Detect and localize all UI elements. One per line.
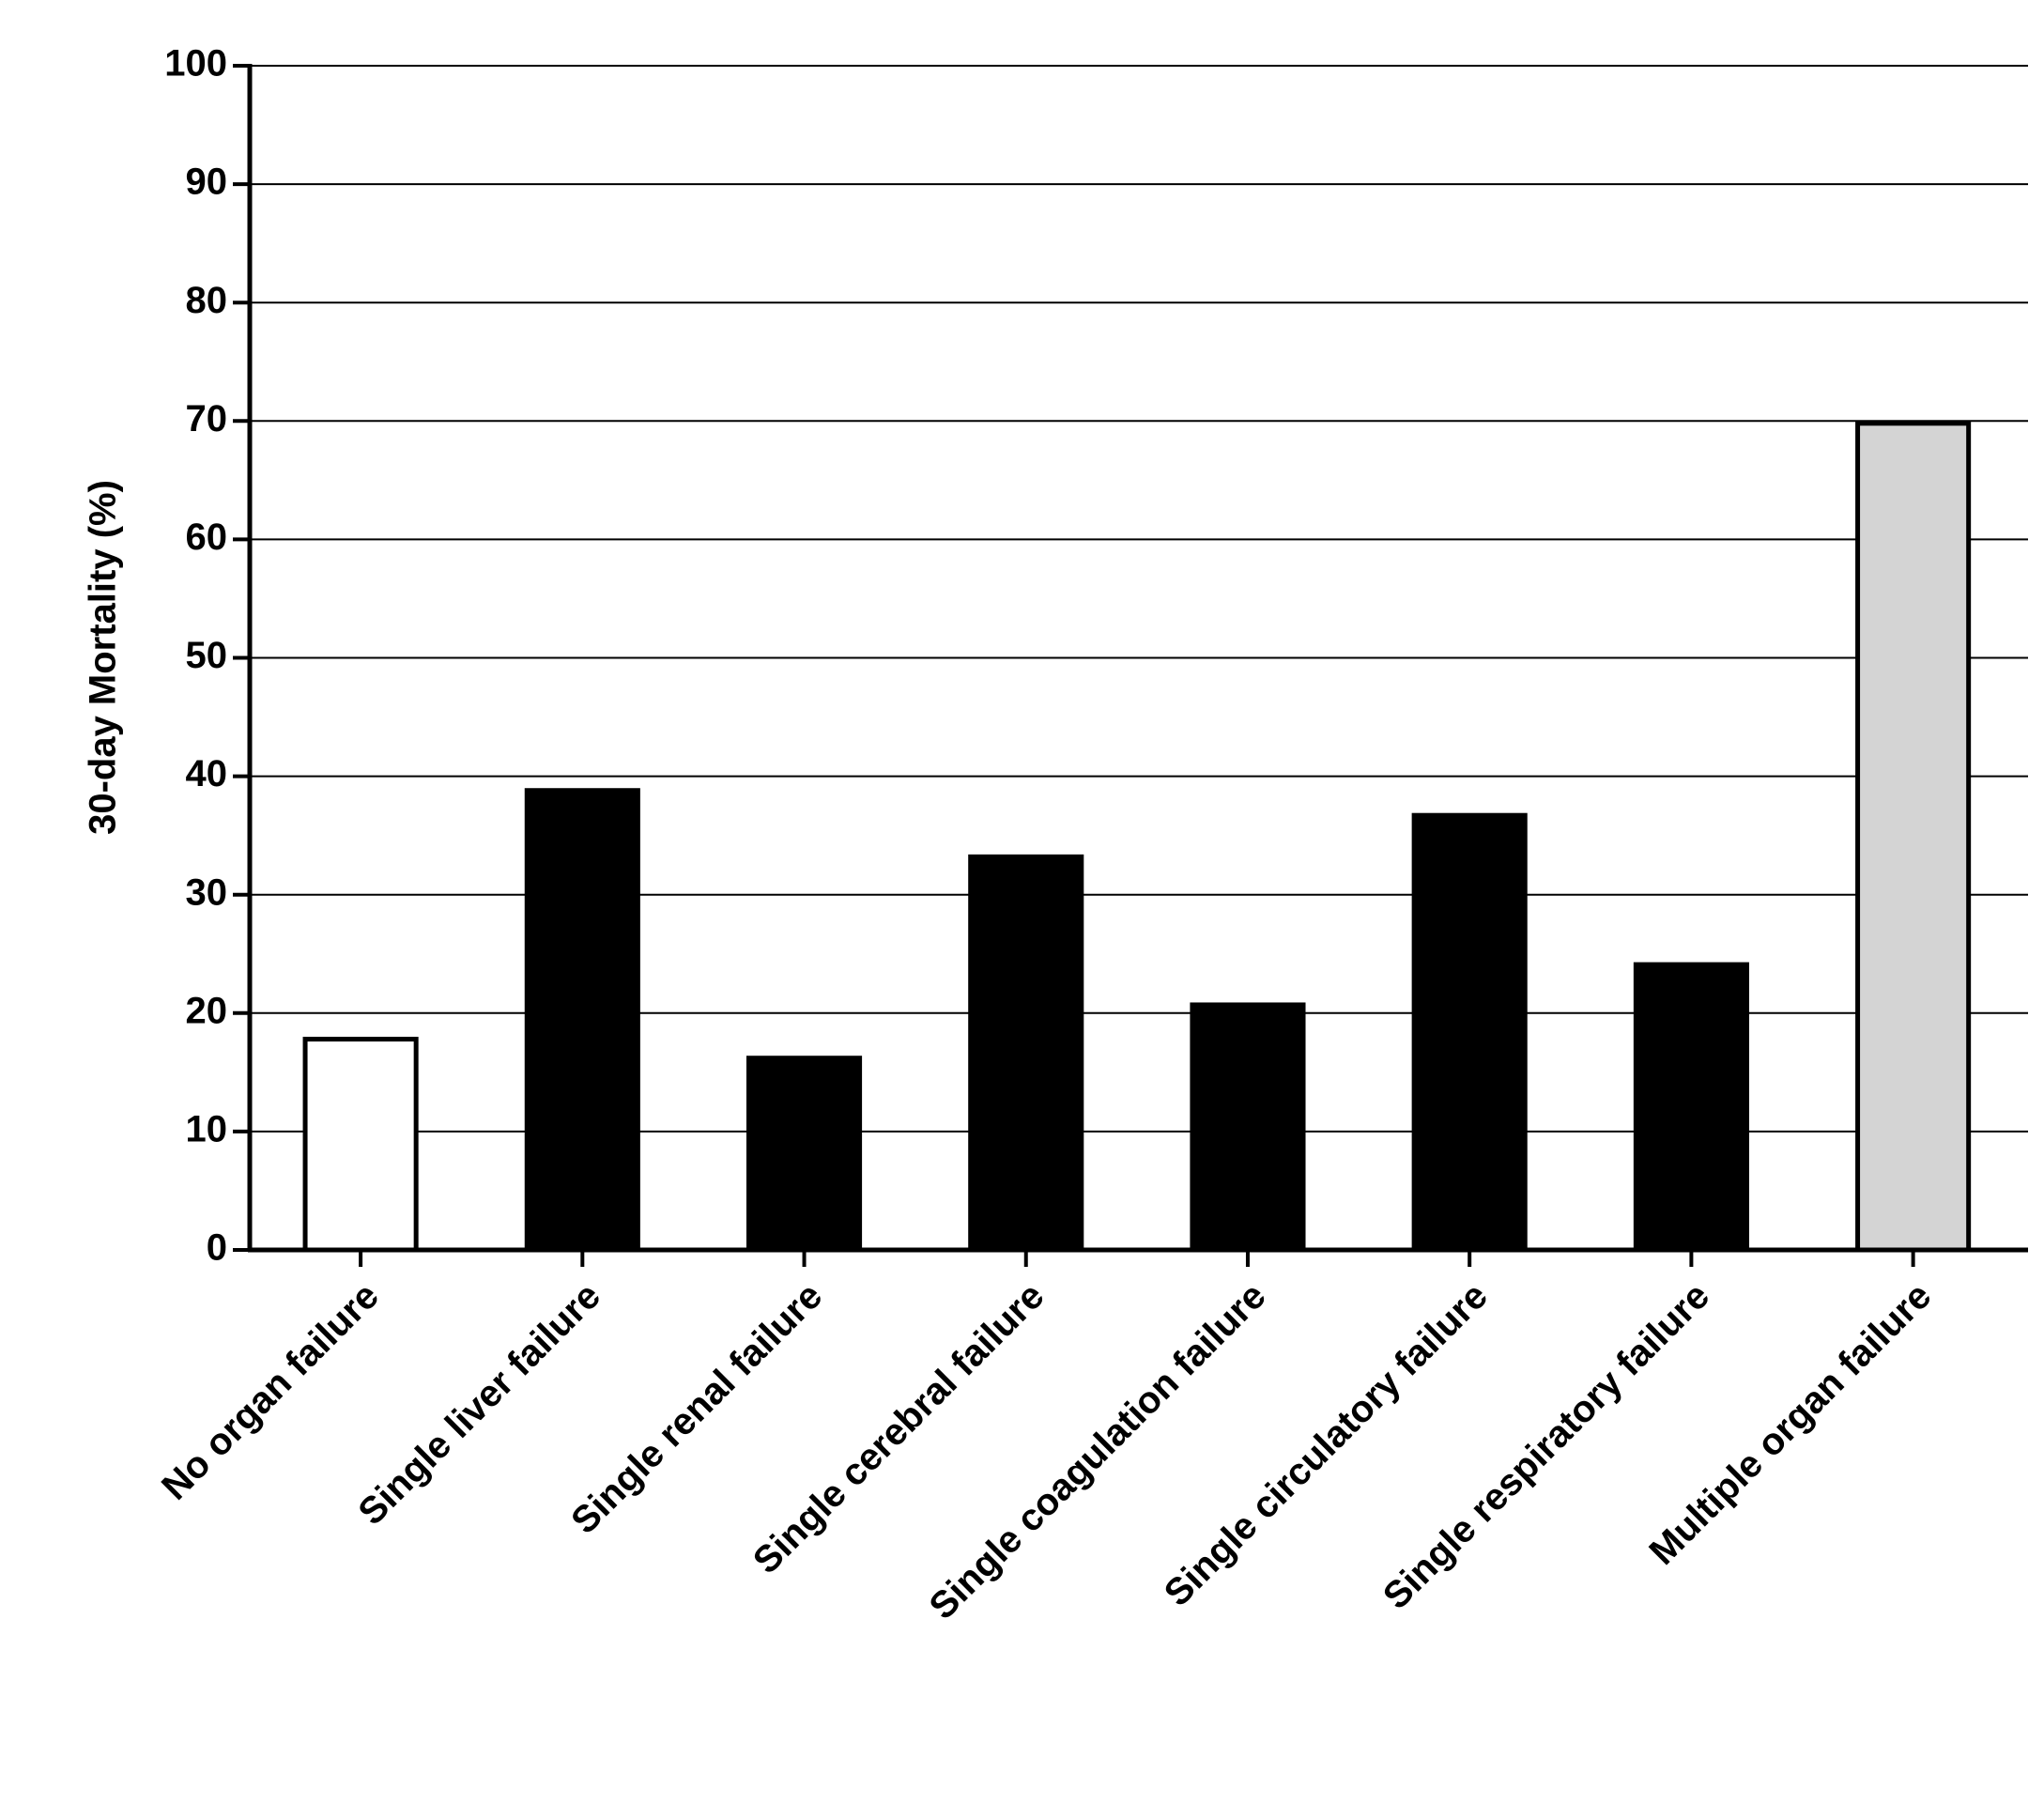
x-tick-label: Single liver failure [350,1275,608,1534]
bar [1855,421,1972,1253]
x-tick-label: Single renal failure [563,1275,830,1542]
y-tick-label: 10 [186,1108,228,1149]
y-tick-label: 80 [186,280,228,321]
bar [1633,962,1749,1253]
bar [745,1056,863,1253]
bar [524,788,640,1253]
y-tick-label: 50 [186,635,228,676]
bar [968,854,1084,1253]
y-tick-label: 90 [186,162,228,203]
y-axis-label: 30-day Mortality (%) [83,480,124,835]
bar [302,1037,419,1253]
y-tick-label: 100 [164,43,227,85]
x-tick-label: No organ failure [154,1275,387,1508]
bar [1411,812,1528,1253]
y-tick-label: 30 [186,871,228,913]
y-tick-label: 0 [207,1227,227,1269]
bar [1190,1002,1306,1253]
y-tick-label: 70 [186,398,228,439]
y-tick-label: 60 [186,517,228,558]
y-tick-label: 20 [186,990,228,1031]
y-tick-label: 40 [186,753,228,794]
